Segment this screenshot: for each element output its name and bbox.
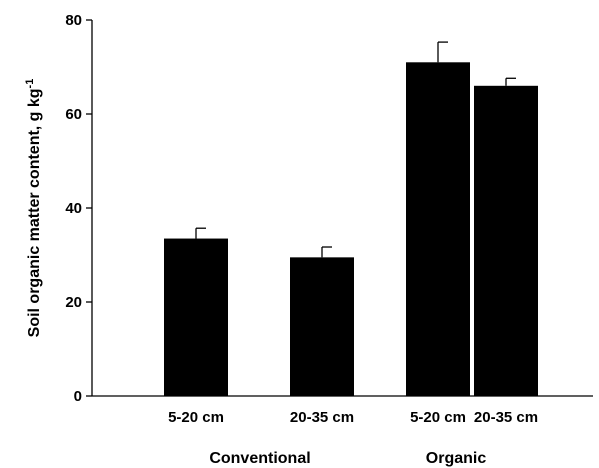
bars-layer [164, 62, 538, 397]
svg-text:Soil organic matter content, g: Soil organic matter content, g kg-1 [24, 79, 43, 338]
category-label-2: 20-35 cm [290, 409, 354, 426]
y-tick-label-0: 0 [74, 388, 82, 405]
y-axis-label-text: Soil organic matter content, g kg [26, 88, 43, 337]
y-tick-label-20: 20 [65, 294, 82, 311]
y-tick-label-40: 40 [65, 200, 82, 217]
y-tick-label-80: 80 [65, 12, 82, 29]
error-bars-layer [195, 41, 516, 258]
bar-4 [474, 85, 538, 397]
bar-2 [290, 257, 354, 396]
category-label-3: 5-20 cm [410, 409, 466, 426]
y-axis-label-superscript: -1 [24, 79, 36, 89]
category-label-4: 20-35 cm [474, 409, 538, 426]
y-axis-label: Soil organic matter content, g kg-1 [24, 79, 43, 338]
group-label-2: Organic [426, 450, 487, 467]
axes-layer [86, 19, 593, 397]
bar-3 [406, 62, 470, 397]
category-label-1: 5-20 cm [168, 409, 224, 426]
y-tick-label-60: 60 [65, 106, 82, 123]
labels-layer: 5-20 cm 20-35 cm 5-20 cm 20-35 cm Convention… [65, 12, 538, 467]
group-label-1: Conventional [209, 450, 310, 467]
bar-1 [164, 238, 228, 396]
